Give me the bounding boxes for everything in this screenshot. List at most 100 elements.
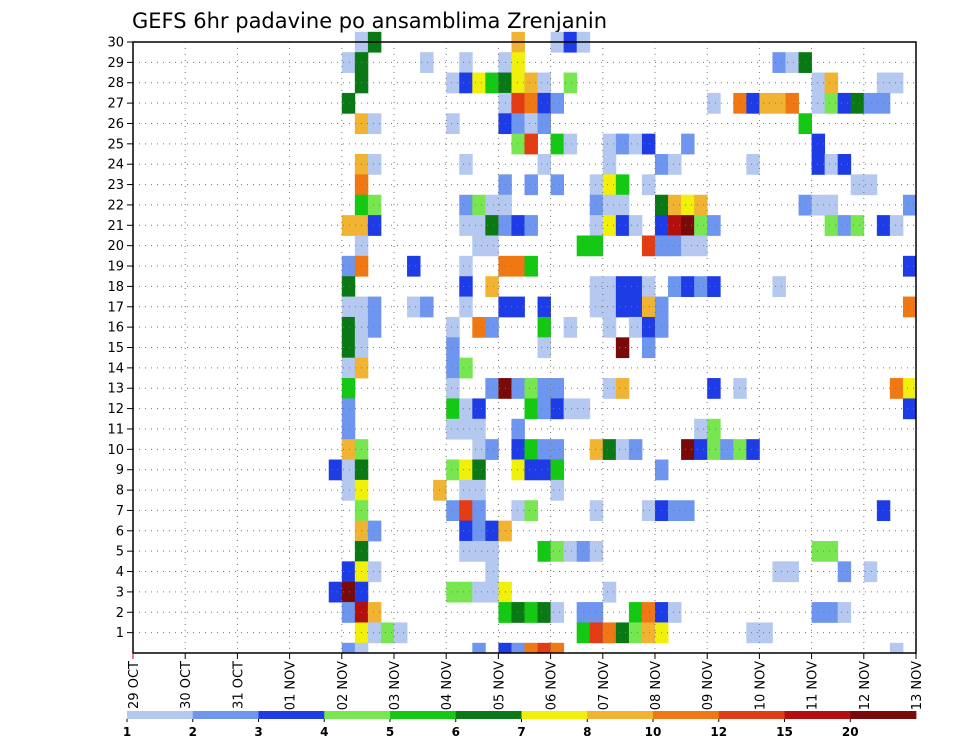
heatmap-cell <box>733 92 747 114</box>
heatmap-cell <box>459 500 473 522</box>
heatmap-cell <box>628 133 643 155</box>
heatmap-cell <box>602 622 617 644</box>
heatmap-cell <box>694 215 708 236</box>
heatmap-cell <box>785 52 799 73</box>
x-tick-label: 08 NOV <box>649 661 664 710</box>
heatmap-cell <box>694 439 708 460</box>
legend-swatch <box>784 711 851 719</box>
heatmap-cell <box>459 581 473 603</box>
heatmap-cell <box>641 276 656 297</box>
heatmap-cell <box>472 479 486 501</box>
heatmap-cell <box>472 398 486 420</box>
heatmap-cell <box>811 540 826 562</box>
heatmap-cell <box>628 316 643 338</box>
heatmap-cell <box>811 154 826 175</box>
heatmap-cell <box>902 378 917 399</box>
legend-label: 15 <box>776 725 793 739</box>
heatmap-cell <box>589 439 604 460</box>
heatmap-cell <box>524 92 538 114</box>
legend-swatch <box>521 711 588 719</box>
heatmap-cell <box>641 316 656 338</box>
heatmap-cell <box>850 215 865 236</box>
x-tick-label: 29 OCT <box>127 661 142 709</box>
heatmap-cell <box>641 296 656 318</box>
heatmap-cell <box>837 154 852 175</box>
legend-label: 3 <box>254 725 262 739</box>
heatmap-cell <box>524 439 538 460</box>
heatmap-cell <box>668 500 682 522</box>
heatmap-cell <box>341 642 356 654</box>
heatmap-cell <box>602 296 617 318</box>
heatmap-cell <box>446 459 460 481</box>
heatmap-cell <box>628 276 643 297</box>
heatmap-cell <box>668 154 682 175</box>
heatmap-cell <box>341 398 356 420</box>
heatmap-cell <box>589 174 604 196</box>
heatmap-cell <box>589 296 604 318</box>
heatmap-cell <box>459 52 473 73</box>
heatmap-cell <box>472 642 486 654</box>
heatmap-cell <box>511 642 525 654</box>
heatmap-cell <box>367 154 382 175</box>
heatmap-cell <box>668 276 682 297</box>
heatmap-cell <box>837 602 852 623</box>
heatmap-cell <box>446 378 460 399</box>
heatmap-cell <box>589 235 604 257</box>
y-tick-label: 22 <box>107 198 124 213</box>
heatmap-cell <box>407 296 421 318</box>
heatmap-cell <box>459 154 473 175</box>
legend-label: 12 <box>710 725 727 739</box>
heatmap-cell <box>472 235 486 257</box>
heatmap-cell <box>550 92 565 114</box>
legend-label: 10 <box>645 725 662 739</box>
heatmap-cell <box>641 602 656 623</box>
heatmap-cell <box>615 439 630 460</box>
heatmap-cell <box>863 174 878 196</box>
heatmap-cell <box>341 561 356 583</box>
heatmap-cell <box>367 296 382 318</box>
x-axis-ticks: 29 OCT 30 OCT 31 OCT 01 NOV 02 NOV 03 NOV 04 N… <box>127 653 925 710</box>
heatmap-cell <box>563 72 578 94</box>
heatmap-cell <box>328 581 343 603</box>
heatmap-cell <box>524 215 538 236</box>
heatmap-cell <box>550 174 565 196</box>
heatmap-cell <box>628 296 643 318</box>
x-tick-label: 06 NOV <box>545 661 560 710</box>
heatmap-cell <box>420 52 434 73</box>
heatmap-cell <box>772 561 786 583</box>
heatmap-cell <box>328 459 343 481</box>
heatmap-cell <box>459 72 473 94</box>
heatmap-cell <box>602 439 617 460</box>
legend-label: 5 <box>386 725 394 739</box>
y-tick-label: 28 <box>107 76 124 91</box>
heatmap-cell <box>341 418 356 440</box>
heatmap-cell <box>694 418 708 440</box>
heatmap-cell <box>511 418 525 440</box>
heatmap-cell <box>459 276 473 297</box>
heatmap-cell <box>550 540 565 562</box>
heatmap-cell <box>589 500 604 522</box>
heatmap-cell <box>746 154 760 175</box>
heatmap-cell <box>459 255 473 277</box>
heatmap-cell <box>589 622 604 644</box>
heatmap-cell <box>367 602 382 623</box>
heatmap-cell <box>472 540 486 562</box>
heatmap-cell <box>537 113 551 135</box>
heatmap-cell <box>641 133 656 155</box>
heatmap-cell <box>602 194 617 216</box>
heatmap-cell <box>485 72 499 94</box>
heatmap-cell <box>589 215 604 236</box>
y-tick-label: 21 <box>107 219 124 234</box>
heatmap-cell <box>550 133 565 155</box>
heatmap-cell <box>341 479 356 501</box>
heatmap-cell <box>407 255 421 277</box>
legend-label: 6 <box>452 725 460 739</box>
heatmap-cell <box>641 500 656 522</box>
heatmap-cell <box>889 378 904 399</box>
y-tick-label: 5 <box>116 545 124 560</box>
heatmap-cell <box>511 439 525 460</box>
legend-swatch <box>718 711 785 719</box>
heatmap-cell <box>446 337 460 359</box>
heatmap-cell <box>681 133 695 155</box>
heatmap-cell <box>615 276 630 297</box>
